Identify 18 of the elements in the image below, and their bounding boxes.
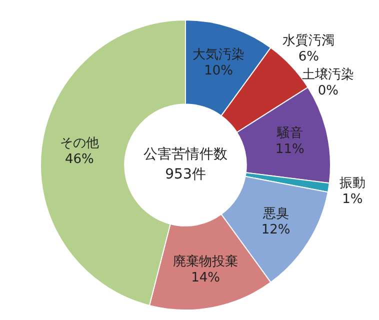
text: 953件 <box>165 166 206 183</box>
data-label: 6% <box>298 50 320 65</box>
data-label: 1% <box>342 192 363 207</box>
slice-label: 廃棄物投棄 <box>173 253 238 270</box>
slice-label: 騒音 <box>276 126 303 142</box>
category-label: 土壌汚染 <box>302 68 354 83</box>
data-label: 46% <box>64 152 94 167</box>
slice-label: 水質汚濁 <box>282 34 335 49</box>
data-label: 12% <box>261 222 290 238</box>
slice-label: 振動 <box>339 176 366 191</box>
data-label: 11% <box>275 142 304 158</box>
slice-label: 悪臭 <box>262 206 289 222</box>
text: 公害苦情件数 <box>144 146 228 163</box>
data-label: 10% <box>204 64 233 79</box>
slice-label: その他 <box>60 136 99 151</box>
text: 0% <box>318 84 339 99</box>
slice-label: 大気汚染 <box>192 48 245 63</box>
data-label: 14% <box>191 270 220 286</box>
